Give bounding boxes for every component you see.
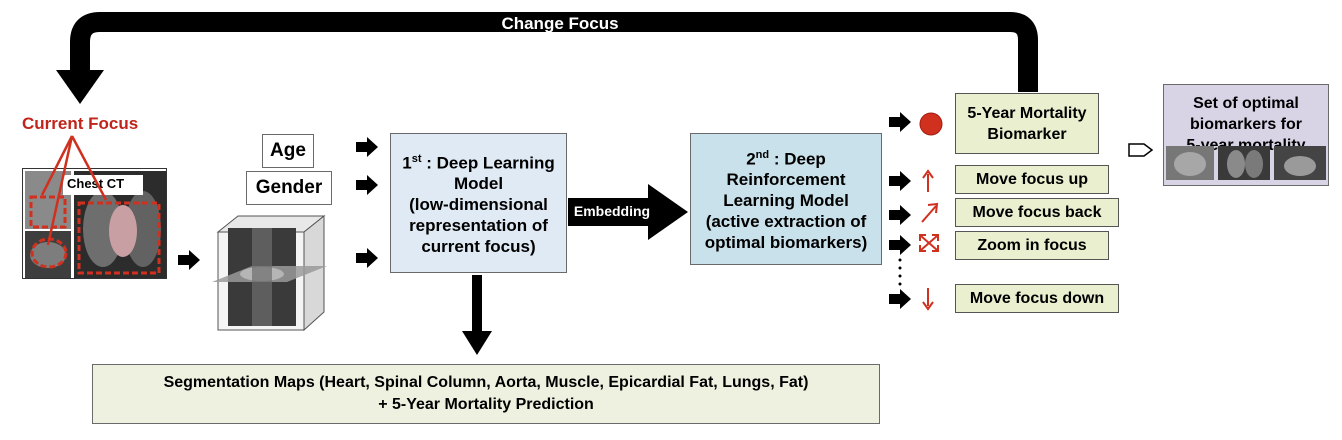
zoom-in-focus-box: Zoom in focus — [955, 231, 1109, 260]
diagonal-arrow-icon — [921, 202, 939, 223]
move-focus-up-box: Move focus up — [955, 165, 1109, 194]
ct-volume-cube — [212, 214, 327, 332]
change-focus-label: Change Focus — [501, 14, 619, 33]
arrow-action-zoom — [889, 235, 911, 255]
embedding-arrow — [568, 184, 688, 240]
arrow-action-biomarker — [889, 112, 911, 132]
arrow-volume-to-model1 — [356, 248, 378, 268]
model1-ordinal-sup: st — [411, 152, 422, 165]
zoom-in-icon — [919, 234, 939, 252]
model2-description: Reinforcement Learning Model (active ext… — [704, 170, 868, 253]
focus-pointer-lines — [40, 135, 108, 246]
arrow-age-to-model1 — [356, 137, 378, 157]
segmentation-line1: Segmentation Maps (Heart, Spinal Column,… — [163, 374, 809, 391]
more-actions-dots — [898, 258, 902, 286]
model2-title: : Deep — [769, 149, 826, 169]
model1-title: : Deep Learning — [421, 153, 555, 173]
current-focus-label: Current Focus — [22, 114, 139, 133]
chest-ct-image: Chest CT — [22, 168, 167, 279]
age-input: Age — [262, 134, 314, 168]
biomarker-action-box: 5-Year Mortality Biomarker — [955, 93, 1099, 154]
move-focus-down-box: Move focus down — [955, 284, 1119, 313]
arrow-model1-to-segmentation — [462, 275, 492, 355]
model1-description: Model (low-dimensional representation of… — [409, 174, 548, 257]
move-focus-back-box: Move focus back — [955, 198, 1119, 227]
model2-ordinal: 2 — [746, 149, 756, 169]
deep-learning-model-box: 1st : Deep Learning Model (low-dimension… — [390, 133, 567, 273]
model1-ordinal: 1 — [402, 153, 412, 173]
arrow-action-back — [889, 205, 911, 225]
segmentation-output-box: Segmentation Maps (Heart, Spinal Column,… — [92, 364, 880, 424]
ct-scan-slices — [25, 171, 166, 278]
gender-input: Gender — [246, 171, 332, 205]
chest-ct-label: Chest CT — [67, 176, 125, 191]
arrow-to-result — [1128, 143, 1154, 157]
down-arrow-icon — [922, 288, 934, 311]
reinforcement-learning-model-box: 2nd : Deep Reinforcement Learning Model … — [690, 133, 882, 265]
arrow-action-up — [889, 171, 911, 191]
model2-ordinal-sup: nd — [755, 148, 770, 161]
segmentation-line2: + 5-Year Mortality Prediction — [378, 396, 594, 413]
up-arrow-icon — [922, 169, 934, 192]
red-circle-icon — [919, 112, 943, 136]
arrow-ct-to-volume — [178, 250, 200, 270]
arrow-action-down — [889, 289, 911, 309]
embedding-label: Embedding — [573, 203, 651, 219]
arrow-gender-to-model1 — [356, 175, 378, 195]
biomarker-thumbnails — [1166, 146, 1326, 180]
